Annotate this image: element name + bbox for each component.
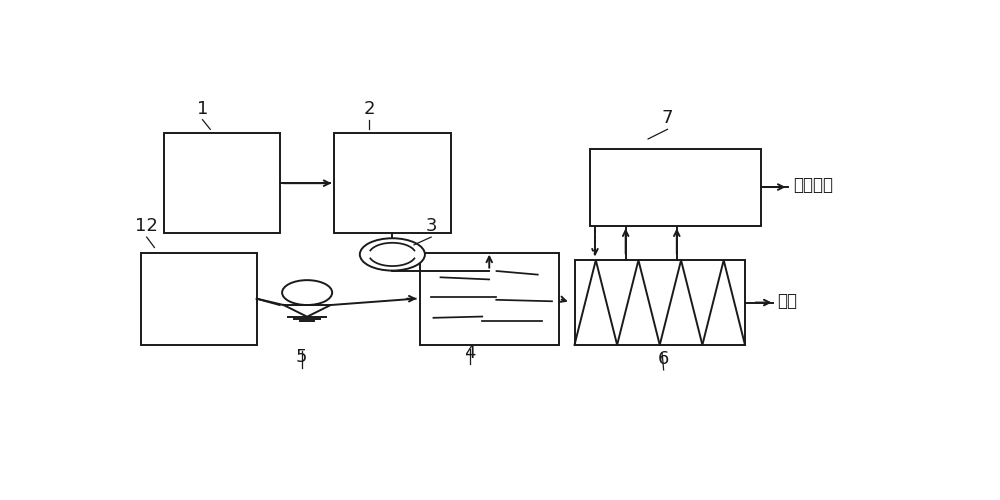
- Bar: [574, 260, 745, 345]
- Text: 3: 3: [425, 217, 437, 235]
- Bar: [590, 148, 761, 226]
- Text: 7: 7: [662, 110, 673, 128]
- Circle shape: [360, 238, 425, 270]
- Text: 清水回用: 清水回用: [793, 176, 833, 194]
- Bar: [420, 252, 559, 345]
- Text: 4: 4: [464, 344, 476, 362]
- Text: 1: 1: [197, 100, 208, 117]
- Text: 6: 6: [658, 350, 669, 368]
- Text: 12: 12: [135, 217, 158, 235]
- Bar: [334, 133, 450, 233]
- Text: 2: 2: [363, 100, 375, 117]
- Bar: [164, 133, 280, 233]
- Text: 5: 5: [296, 348, 307, 366]
- Text: 泥饼: 泥饼: [778, 292, 798, 310]
- Bar: [140, 252, 257, 345]
- Circle shape: [282, 280, 332, 305]
